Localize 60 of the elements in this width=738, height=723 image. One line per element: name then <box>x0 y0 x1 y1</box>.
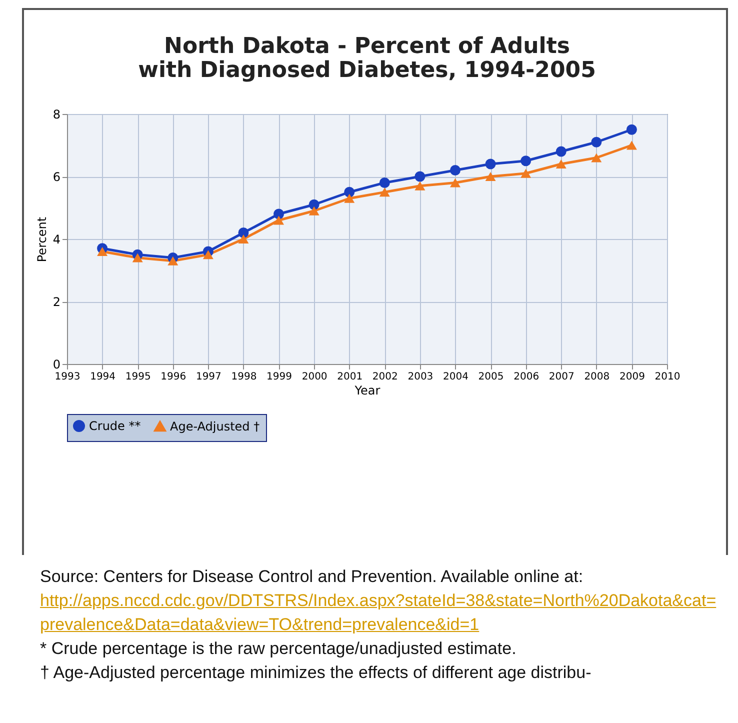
point <box>485 158 496 170</box>
point <box>556 146 566 157</box>
x-tick-label: 1997 <box>196 372 222 382</box>
y-tick-label: 2 <box>52 295 60 309</box>
y-tick-label: 0 <box>52 358 60 372</box>
point <box>414 181 426 190</box>
point <box>132 253 143 262</box>
point <box>168 256 178 266</box>
x-tick-label: 2006 <box>514 372 540 382</box>
point <box>238 234 249 244</box>
x-axis-title: Year <box>354 384 380 398</box>
x-tick-label: 2010 <box>654 372 680 382</box>
point <box>308 199 320 210</box>
text: † Age-Adjusted percentage minimizes the effects of different age distribu- <box>40 662 592 684</box>
x-tick-label: 2003 <box>408 372 434 382</box>
point <box>344 186 355 198</box>
point <box>274 208 284 220</box>
point <box>485 172 496 182</box>
x-tick-label: 2004 <box>443 372 468 382</box>
y-tick-label: 6 <box>52 170 60 184</box>
point <box>308 206 320 216</box>
text: http://apps.nccd.cdc.gov/DDTSTRS/Index.aspx?stateId=38&state=North%20Dakota&cat=prevalence&Data=data&view=TO&trend=prevalence&id=1 <box>40 590 718 636</box>
point <box>344 194 355 203</box>
point <box>97 246 108 256</box>
x-tick-label: 2000 <box>302 372 328 382</box>
source-note: Source: Centers for Disease Control and Prevention. Available online at: <box>40 566 584 588</box>
point <box>556 159 566 169</box>
y-tick-label: 4 <box>52 232 60 246</box>
point <box>626 140 637 150</box>
x-tick-label: 1998 <box>231 372 257 382</box>
point <box>202 250 214 260</box>
point <box>379 178 390 188</box>
x-tick-label: 1993 <box>54 372 80 382</box>
x-tick-label: 2005 <box>478 372 504 382</box>
y-axis-title: Percent <box>34 216 49 262</box>
chart-title: North Dakota - Percent of Adults with Diagnosed Diabetes, 1994-2005 <box>138 34 596 83</box>
point <box>238 228 249 238</box>
x-tick-label: 1995 <box>125 372 151 382</box>
point <box>450 165 460 176</box>
x-tick-label: 2007 <box>548 372 574 382</box>
x-tick-label: 1994 <box>90 372 116 382</box>
x-tick-label: 2001 <box>337 372 363 382</box>
x-tick-label: 2002 <box>372 372 398 382</box>
x-tick-label: 1996 <box>160 372 186 382</box>
x-tick-label: 2009 <box>619 372 645 382</box>
legend-label: Age-Adjusted † <box>170 419 260 434</box>
point <box>379 188 390 197</box>
point <box>626 124 637 135</box>
y-tick-label: 8 <box>52 108 60 122</box>
legend-label: Crude ** <box>89 419 141 433</box>
text: * Crude percentage is the raw percentage/unadjusted estimate. <box>40 638 518 660</box>
point <box>414 171 426 182</box>
point <box>274 216 284 225</box>
point <box>450 178 460 188</box>
point <box>520 156 532 166</box>
x-tick-label: 2008 <box>584 372 610 382</box>
point <box>591 136 602 148</box>
point <box>520 168 532 178</box>
x-tick-label: 1999 <box>266 372 292 382</box>
point <box>591 153 602 162</box>
